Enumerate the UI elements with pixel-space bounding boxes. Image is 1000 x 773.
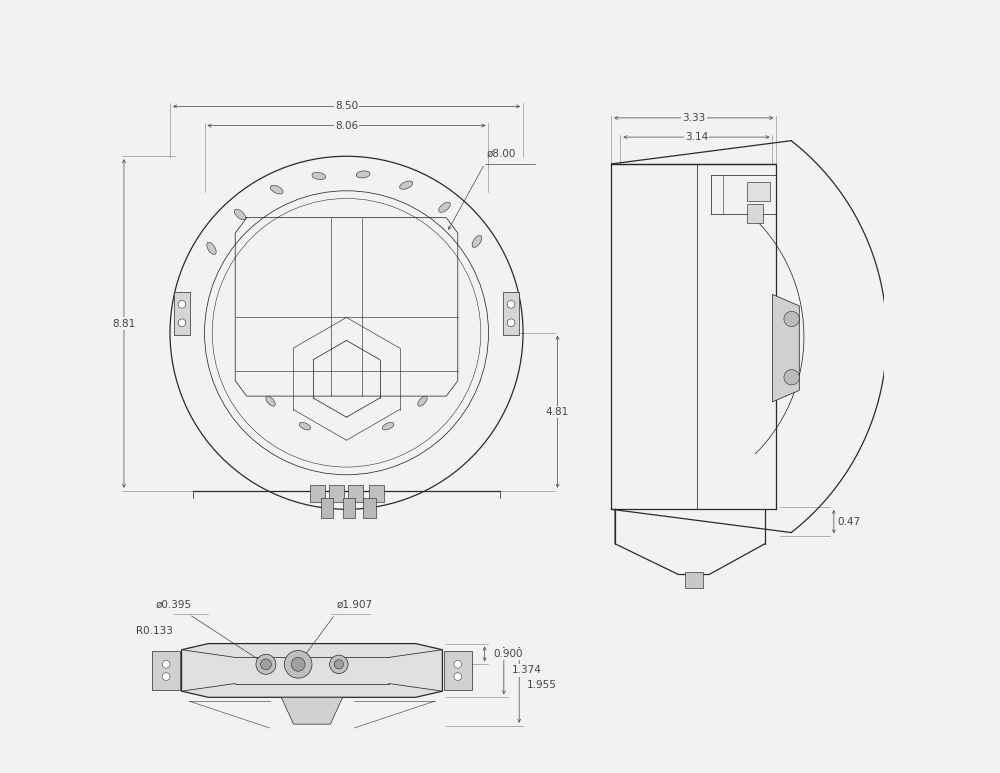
- Ellipse shape: [299, 422, 311, 430]
- FancyBboxPatch shape: [503, 292, 519, 335]
- FancyBboxPatch shape: [369, 485, 384, 502]
- Circle shape: [784, 312, 799, 327]
- Ellipse shape: [400, 181, 413, 189]
- FancyBboxPatch shape: [152, 652, 180, 690]
- Circle shape: [261, 659, 271, 669]
- FancyBboxPatch shape: [343, 499, 355, 518]
- Polygon shape: [182, 644, 442, 697]
- Text: 3.14: 3.14: [685, 132, 708, 142]
- FancyBboxPatch shape: [329, 485, 344, 502]
- Circle shape: [784, 369, 799, 385]
- Text: 8.06: 8.06: [335, 121, 358, 131]
- Circle shape: [178, 319, 186, 327]
- Ellipse shape: [234, 209, 246, 220]
- Text: 0.900: 0.900: [493, 649, 522, 659]
- Ellipse shape: [418, 397, 427, 406]
- Text: 1.374: 1.374: [512, 666, 542, 676]
- Ellipse shape: [382, 422, 394, 430]
- FancyBboxPatch shape: [363, 499, 376, 518]
- Ellipse shape: [356, 171, 370, 178]
- Text: ø8.00: ø8.00: [487, 148, 516, 158]
- Text: ø0.395: ø0.395: [156, 600, 192, 610]
- Circle shape: [330, 655, 348, 673]
- Text: 8.81: 8.81: [112, 318, 136, 329]
- Circle shape: [291, 657, 305, 671]
- FancyBboxPatch shape: [321, 499, 333, 518]
- FancyBboxPatch shape: [348, 485, 363, 502]
- Polygon shape: [772, 295, 799, 402]
- Text: ø1.907: ø1.907: [336, 600, 372, 610]
- Circle shape: [284, 651, 312, 678]
- Text: 3.33: 3.33: [682, 113, 705, 123]
- FancyBboxPatch shape: [747, 182, 770, 201]
- Ellipse shape: [270, 186, 283, 194]
- Circle shape: [334, 659, 343, 669]
- Circle shape: [162, 673, 170, 680]
- Ellipse shape: [439, 203, 450, 213]
- FancyBboxPatch shape: [747, 204, 763, 223]
- Circle shape: [454, 660, 462, 668]
- FancyBboxPatch shape: [310, 485, 325, 502]
- Circle shape: [507, 301, 515, 308]
- FancyBboxPatch shape: [685, 572, 703, 587]
- Ellipse shape: [207, 242, 216, 254]
- Circle shape: [256, 654, 276, 674]
- Ellipse shape: [312, 172, 326, 179]
- FancyBboxPatch shape: [444, 652, 472, 690]
- Ellipse shape: [266, 397, 275, 406]
- Text: 0.47: 0.47: [838, 516, 861, 526]
- Polygon shape: [281, 697, 343, 724]
- Text: 8.50: 8.50: [335, 101, 358, 111]
- Circle shape: [162, 660, 170, 668]
- Circle shape: [178, 301, 186, 308]
- Text: R0.133: R0.133: [136, 626, 173, 636]
- Circle shape: [507, 319, 515, 327]
- Circle shape: [454, 673, 462, 680]
- FancyBboxPatch shape: [174, 292, 190, 335]
- Text: 4.81: 4.81: [546, 407, 569, 417]
- Text: 1.955: 1.955: [527, 679, 557, 690]
- Ellipse shape: [472, 236, 482, 247]
